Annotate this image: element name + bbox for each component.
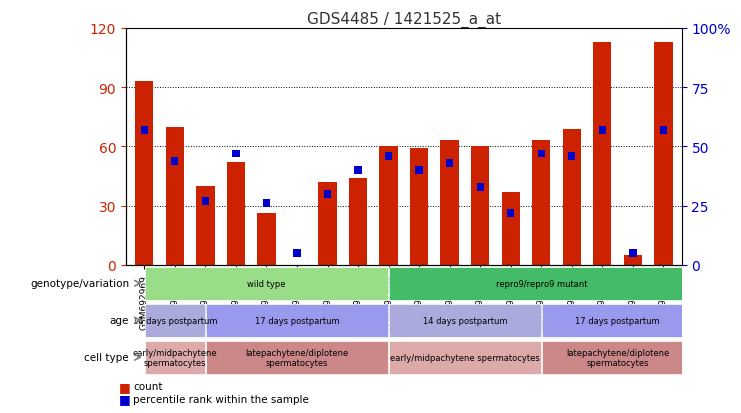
- Bar: [227, 163, 245, 265]
- Bar: [507, 209, 514, 217]
- Text: ■: ■: [119, 380, 130, 393]
- Title: GDS4485 / 1421525_a_at: GDS4485 / 1421525_a_at: [307, 12, 501, 28]
- Text: ■: ■: [119, 392, 130, 405]
- Bar: [293, 249, 301, 257]
- Bar: [202, 197, 209, 205]
- Text: 14 days postpartum: 14 days postpartum: [133, 316, 217, 325]
- Bar: [379, 147, 398, 265]
- Bar: [349, 178, 368, 265]
- Text: early/midpachytene
spermatocytes: early/midpachytene spermatocytes: [133, 348, 217, 367]
- Text: age: age: [110, 316, 129, 325]
- Bar: [263, 200, 270, 208]
- Bar: [389, 341, 541, 374]
- Bar: [562, 129, 581, 265]
- Text: 17 days postpartum: 17 days postpartum: [255, 316, 339, 325]
- Bar: [171, 157, 179, 165]
- Text: 14 days postpartum: 14 days postpartum: [422, 316, 507, 325]
- Bar: [542, 304, 694, 337]
- Bar: [206, 304, 388, 337]
- Text: latepachytene/diplotene
spermatocytes: latepachytene/diplotene spermatocytes: [245, 348, 348, 367]
- Bar: [593, 43, 611, 265]
- Text: early/midpachytene spermatocytes: early/midpachytene spermatocytes: [390, 353, 539, 362]
- Bar: [502, 192, 520, 265]
- Bar: [385, 152, 392, 160]
- Text: wild type: wild type: [247, 279, 286, 288]
- Bar: [145, 341, 205, 374]
- Bar: [542, 341, 694, 374]
- Bar: [389, 304, 541, 337]
- Bar: [659, 126, 667, 134]
- Bar: [624, 255, 642, 265]
- Bar: [135, 82, 153, 265]
- Text: repro9/repro9 mutant: repro9/repro9 mutant: [496, 279, 587, 288]
- Bar: [319, 183, 336, 265]
- Bar: [440, 141, 459, 265]
- Bar: [532, 141, 551, 265]
- Text: genotype/variation: genotype/variation: [30, 279, 129, 289]
- Text: percentile rank within the sample: percentile rank within the sample: [133, 394, 309, 404]
- Text: latepachytene/diplotene
spermatocytes: latepachytene/diplotene spermatocytes: [566, 348, 669, 367]
- Bar: [324, 190, 331, 198]
- Text: cell type: cell type: [84, 352, 129, 362]
- Bar: [145, 304, 205, 337]
- Bar: [257, 214, 276, 265]
- Text: count: count: [133, 381, 163, 391]
- Bar: [232, 150, 239, 158]
- Bar: [141, 126, 148, 134]
- Bar: [476, 183, 484, 191]
- Bar: [389, 267, 694, 300]
- Bar: [599, 126, 606, 134]
- Bar: [654, 43, 673, 265]
- Bar: [410, 149, 428, 265]
- Bar: [145, 267, 388, 300]
- Bar: [206, 341, 388, 374]
- Bar: [537, 150, 545, 158]
- Bar: [446, 159, 453, 168]
- Bar: [416, 167, 423, 175]
- Bar: [166, 127, 184, 265]
- Bar: [354, 167, 362, 175]
- Bar: [196, 186, 215, 265]
- Text: 17 days postpartum: 17 days postpartum: [575, 316, 660, 325]
- Bar: [568, 152, 576, 160]
- Bar: [471, 147, 489, 265]
- Bar: [629, 249, 637, 257]
